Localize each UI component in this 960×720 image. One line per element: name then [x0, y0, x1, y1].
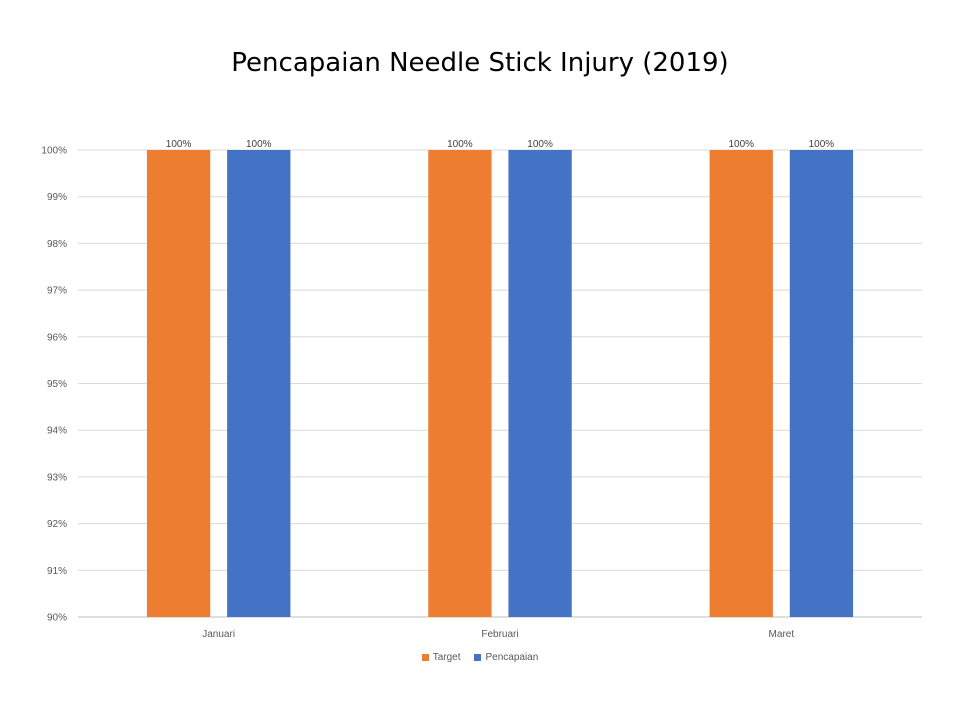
data-label: 100%	[447, 139, 473, 150]
gridlines	[78, 149, 922, 618]
x-tick-label: Februari	[481, 629, 518, 640]
legend-item-target: Target	[421, 652, 461, 663]
y-tick-label: 93%	[47, 472, 67, 483]
bar-target-maret	[709, 150, 773, 617]
x-axis-ticks: Januari Februari Maret	[202, 629, 794, 640]
bar-pencapaian-februari	[508, 150, 572, 617]
legend-label-target: Target	[432, 652, 461, 663]
chart-title: Pencapaian Needle Stick Injury (2019)	[231, 48, 729, 78]
bar-target-februari	[428, 150, 492, 617]
bar-target-januari	[146, 150, 211, 617]
data-label: 100%	[809, 139, 835, 150]
y-tick-label: 95%	[47, 379, 67, 390]
data-label: 100%	[246, 139, 272, 150]
y-tick-label: 100%	[41, 146, 67, 157]
y-tick-label: 97%	[47, 286, 67, 297]
bar-pencapaian-maret	[789, 150, 854, 617]
legend-swatch-target	[421, 654, 429, 661]
data-labels: 100% 100% 100% 100% 100% 100%	[166, 139, 835, 150]
y-tick-label: 91%	[47, 566, 67, 577]
x-tick-label: Maret	[769, 629, 795, 640]
data-label: 100%	[728, 139, 754, 150]
bars	[146, 150, 854, 617]
data-label: 100%	[527, 139, 553, 150]
legend: Target Pencapaian	[0, 652, 960, 663]
y-axis-ticks: 90% 91% 92% 93% 94% 95% 96% 97% 98% 99% 100%	[41, 146, 67, 624]
legend-swatch-pencapaian	[474, 654, 482, 661]
bar-pencapaian-januari	[227, 150, 291, 617]
y-tick-label: 94%	[47, 426, 67, 437]
y-tick-label: 92%	[47, 519, 67, 530]
legend-label-pencapaian: Pencapaian	[485, 652, 539, 663]
y-tick-label: 90%	[47, 613, 67, 624]
x-tick-label: Januari	[202, 629, 235, 640]
data-label: 100%	[166, 139, 192, 150]
y-tick-label: 98%	[47, 239, 67, 250]
legend-item-pencapaian: Pencapaian	[474, 652, 538, 663]
y-tick-label: 99%	[47, 192, 67, 203]
y-tick-label: 96%	[47, 332, 67, 343]
